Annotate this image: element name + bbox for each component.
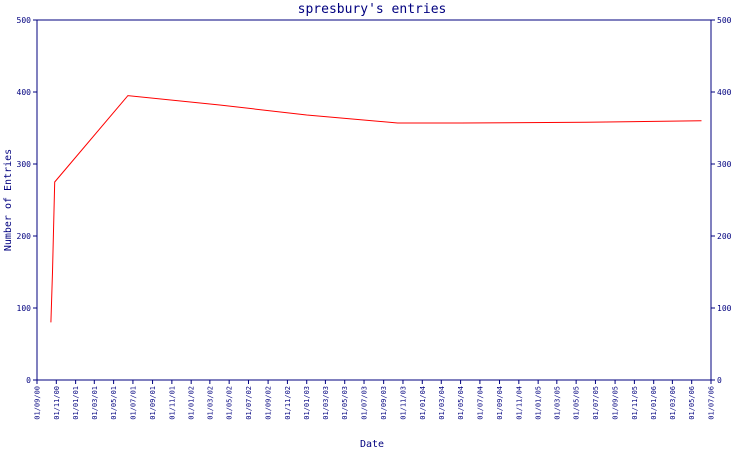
y-tick-label-right: 0 bbox=[717, 376, 722, 385]
x-tick-label: 01/05/01 bbox=[110, 386, 118, 420]
x-axis-ticks: 01/09/00 01/11/00 01/01/01 01/03/01 01/05/01… bbox=[34, 380, 716, 420]
x-tick-label: 01/03/04 bbox=[438, 386, 446, 420]
y-axis-title: Number of Entries bbox=[3, 149, 14, 251]
y-tick-label-left: 500 bbox=[17, 16, 32, 25]
x-tick-label: 01/05/06 bbox=[688, 386, 696, 420]
x-tick-label: 01/09/02 bbox=[265, 386, 273, 420]
x-tick-label: 01/01/02 bbox=[188, 386, 196, 420]
x-tick-label: 01/01/06 bbox=[650, 386, 658, 420]
y-tick-label-right: 100 bbox=[717, 304, 732, 313]
x-tick-label: 01/07/03 bbox=[361, 386, 369, 420]
x-tick-label: 01/01/04 bbox=[419, 386, 427, 420]
y-tick-label-left: 200 bbox=[17, 232, 32, 241]
x-tick-label: 01/03/03 bbox=[322, 386, 330, 420]
x-tick-label: 01/01/03 bbox=[303, 386, 311, 420]
x-tick-label: 01/05/03 bbox=[341, 386, 349, 420]
x-tick-label: 01/05/04 bbox=[457, 386, 465, 420]
y-tick-label-right: 300 bbox=[717, 160, 732, 169]
y-tick-label-left: 100 bbox=[17, 304, 32, 313]
x-tick-label: 01/05/02 bbox=[226, 386, 234, 420]
y-tick-label-right: 200 bbox=[717, 232, 732, 241]
x-tick-label: 01/03/06 bbox=[669, 386, 677, 420]
x-tick-label: 01/07/06 bbox=[708, 386, 716, 420]
series-layer bbox=[50, 95, 702, 323]
y-tick-label-right: 500 bbox=[717, 16, 732, 25]
y-axis-ticks: 0 0 100 100 200 200 300 300 400 400 500 500 bbox=[17, 16, 732, 385]
x-axis-title: Date bbox=[360, 439, 384, 450]
series-line bbox=[50, 95, 702, 323]
x-tick-label: 01/09/03 bbox=[380, 386, 388, 420]
x-tick-label: 01/09/01 bbox=[149, 386, 157, 420]
x-tick-label: 01/03/05 bbox=[553, 386, 561, 420]
x-tick-label: 01/11/00 bbox=[53, 386, 61, 420]
x-tick-label: 01/11/02 bbox=[284, 386, 292, 420]
x-tick-label: 01/03/01 bbox=[91, 386, 99, 420]
x-tick-label: 01/07/04 bbox=[476, 386, 484, 420]
y-tick-label-right: 400 bbox=[717, 88, 732, 97]
x-tick-label: 01/07/05 bbox=[592, 386, 600, 420]
x-tick-label: 01/11/05 bbox=[631, 386, 639, 420]
x-tick-label: 01/01/05 bbox=[535, 386, 543, 420]
x-tick-label: 01/09/05 bbox=[612, 386, 620, 420]
x-tick-label: 01/07/01 bbox=[129, 386, 137, 420]
x-tick-label: 01/07/02 bbox=[245, 386, 253, 420]
x-tick-label: 01/01/01 bbox=[72, 386, 80, 420]
chart-title: spresbury's entries bbox=[298, 2, 447, 17]
x-tick-label: 01/11/04 bbox=[515, 386, 523, 420]
x-tick-label: 01/11/03 bbox=[399, 386, 407, 420]
y-tick-label-left: 400 bbox=[17, 88, 32, 97]
plot-frame bbox=[36, 19, 712, 381]
x-tick-label: 01/11/01 bbox=[168, 386, 176, 420]
x-tick-label: 01/03/02 bbox=[206, 386, 214, 420]
x-tick-label: 01/09/04 bbox=[496, 386, 504, 420]
y-tick-label-left: 0 bbox=[26, 376, 31, 385]
x-tick-label: 01/09/00 bbox=[34, 386, 42, 420]
x-tick-label: 01/05/05 bbox=[573, 386, 581, 420]
y-tick-label-left: 300 bbox=[17, 160, 32, 169]
